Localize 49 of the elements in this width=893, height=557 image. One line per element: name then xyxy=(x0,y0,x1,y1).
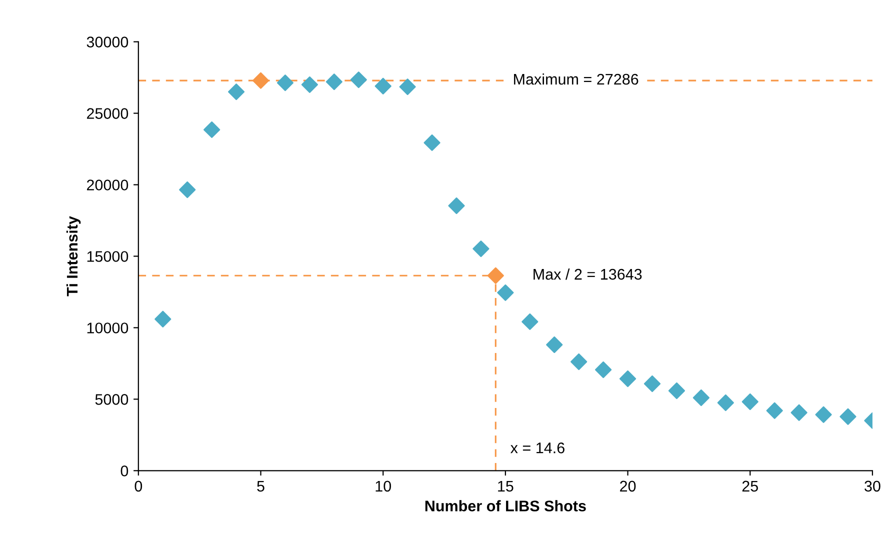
point xyxy=(399,78,416,96)
point xyxy=(619,370,636,388)
point xyxy=(276,74,294,92)
point xyxy=(840,408,856,425)
point xyxy=(522,313,538,330)
point xyxy=(644,375,661,392)
point xyxy=(487,267,504,284)
x-tick-label: 15 xyxy=(498,480,514,492)
ref-line-label: x = 14.6 xyxy=(510,442,564,454)
point xyxy=(472,240,490,258)
point xyxy=(742,393,758,410)
x-tick-label: 30 xyxy=(864,480,880,492)
point xyxy=(154,310,172,328)
point xyxy=(692,389,710,406)
point xyxy=(179,181,196,198)
point xyxy=(595,361,612,378)
x-tick-label: 5 xyxy=(257,480,264,492)
point xyxy=(252,72,270,89)
point xyxy=(204,121,220,138)
point xyxy=(350,72,367,88)
point xyxy=(766,402,783,419)
point xyxy=(497,284,514,301)
point xyxy=(668,382,686,400)
x-axis-title: Number of LIBS Shots xyxy=(425,500,586,512)
y-axis-title: Ti Intensity xyxy=(66,216,81,296)
y-tick-label: 30000 xyxy=(86,36,128,48)
y-tick-label: 15000 xyxy=(87,251,128,262)
ref-line-label: Maximum = 27286 xyxy=(514,73,638,85)
x-tick-label: 25 xyxy=(742,480,758,492)
ref-line-label: Max / 2 = 13643 xyxy=(534,268,642,280)
point xyxy=(374,78,392,94)
y-tick-label: 0 xyxy=(120,466,128,476)
point xyxy=(228,84,245,100)
point xyxy=(448,197,465,214)
x-tick-label: 20 xyxy=(620,480,636,492)
point xyxy=(815,406,832,423)
x-tick-label: 0 xyxy=(134,480,142,492)
y-tick-label: 20000 xyxy=(86,180,128,190)
point xyxy=(790,404,808,421)
y-tick-label: 5000 xyxy=(95,394,128,405)
point xyxy=(326,74,342,90)
point xyxy=(424,134,440,152)
point xyxy=(570,353,588,370)
point xyxy=(301,76,318,93)
x-tick-label: 10 xyxy=(376,480,391,492)
y-tick-label: 25000 xyxy=(86,108,128,119)
point xyxy=(717,394,734,412)
point xyxy=(546,336,563,354)
y-tick-label: 10000 xyxy=(87,322,128,334)
